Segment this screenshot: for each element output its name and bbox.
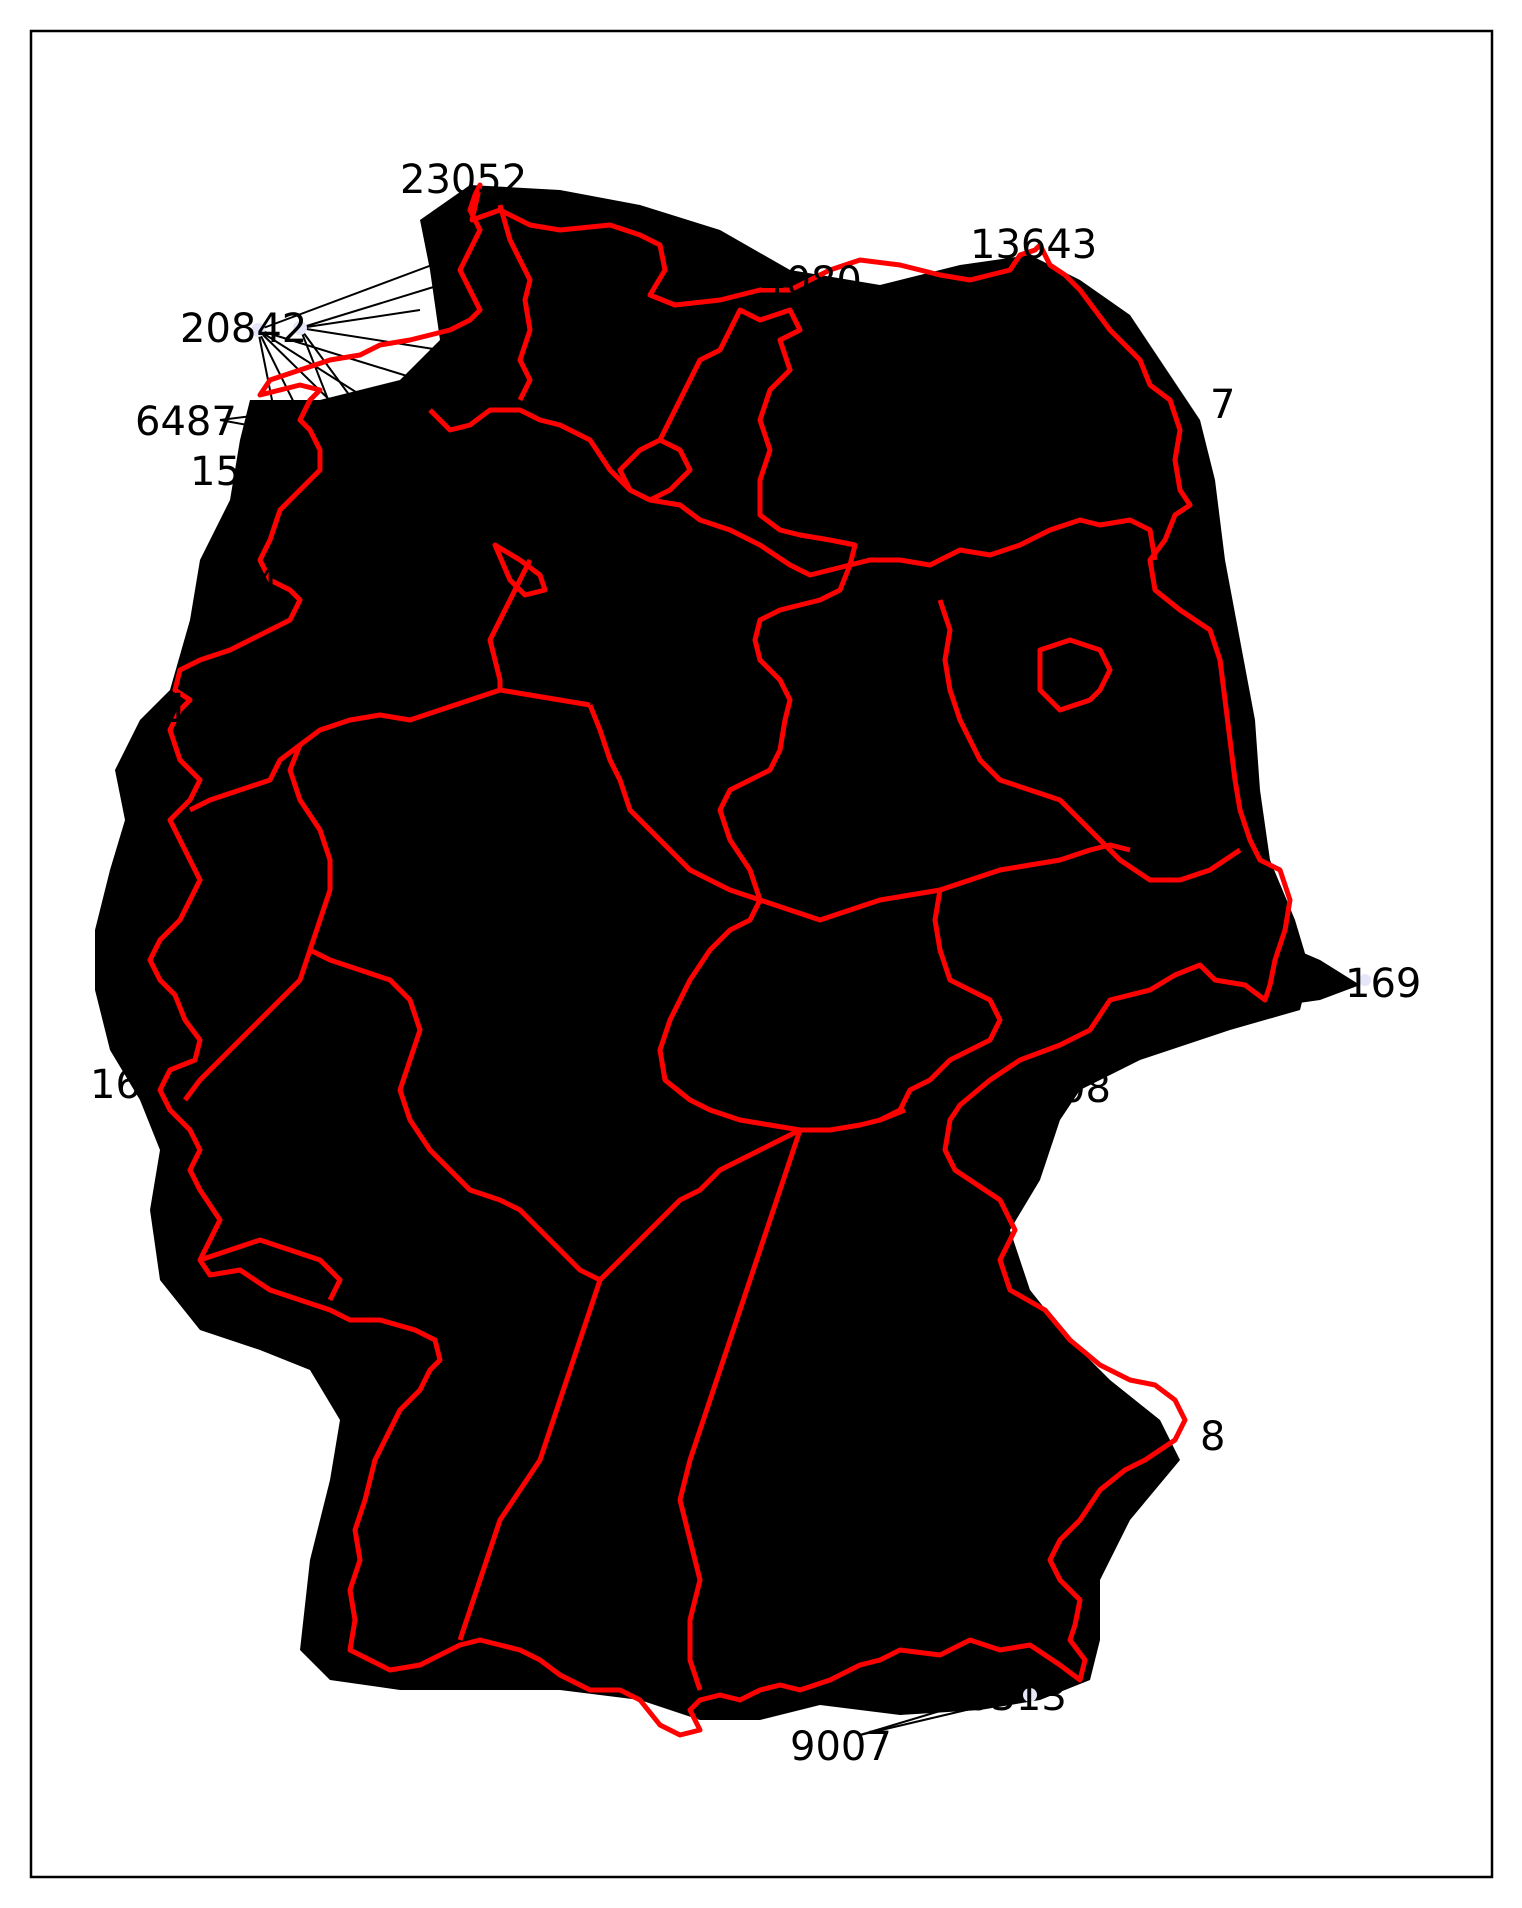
node-label: 4080 [760, 259, 862, 305]
node-label: 16 [90, 1062, 141, 1108]
state-borders [147, 182, 1293, 1738]
node-label: 9007 [790, 1724, 892, 1770]
graph-mass [95, 185, 1310, 1720]
visible-nodes [251, 321, 1371, 1702]
national-border [147, 182, 1293, 1738]
node-label: 7 [1210, 382, 1235, 428]
node-label: 13643 [970, 222, 1097, 268]
state-line [657, 307, 858, 566]
state-line [598, 1127, 802, 1282]
state-line [759, 842, 1131, 923]
state-line [308, 947, 602, 1283]
state-line [188, 687, 591, 813]
node [1023, 1688, 1037, 1702]
state-line [937, 599, 1242, 883]
node-label: 4 [1218, 624, 1243, 670]
node-label: 6313 [965, 1674, 1067, 1720]
node-label: 8 [1200, 1414, 1225, 1460]
node-label: 08 [1060, 1066, 1111, 1112]
plot-frame [29, 29, 1494, 1879]
node-label: 14 [228, 562, 279, 608]
state-line [199, 1237, 343, 1302]
network-graph [95, 185, 1371, 1736]
state-line [492, 542, 548, 598]
node-labels: 23052 13643 20842 6487 4080 14 7 4 08 8 … [90, 157, 1421, 1770]
state-line [617, 437, 693, 503]
node [1359, 974, 1371, 986]
node-label: 20842 [180, 306, 307, 352]
node-label: 169 [1345, 961, 1421, 1007]
node-label: 15 [190, 449, 241, 495]
node-label: 6487 [135, 399, 237, 445]
state-line [878, 889, 1003, 1123]
state-line [457, 1279, 603, 1641]
node-label: 23052 [400, 157, 527, 203]
state-line [849, 517, 1158, 568]
southern-edges [859, 1639, 1081, 1736]
state-line [587, 704, 761, 903]
state-line [677, 1129, 803, 1691]
state-line [717, 564, 853, 901]
node [251, 323, 265, 337]
state-line [657, 898, 906, 1133]
state-line [487, 558, 533, 690]
node-label: 149 [165, 686, 241, 732]
state-line [1037, 637, 1113, 713]
state-line [497, 204, 533, 402]
node [293, 321, 307, 335]
